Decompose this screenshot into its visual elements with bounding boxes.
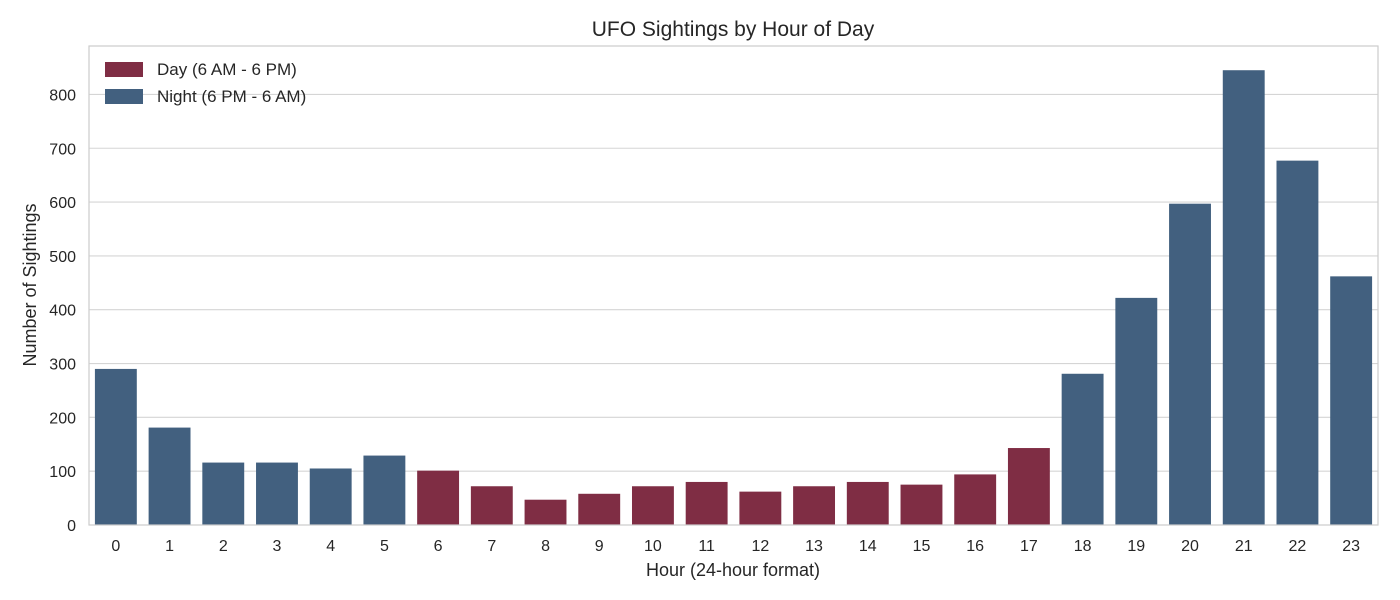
y-tick-label: 500	[49, 249, 76, 266]
x-tick-label: 17	[1020, 538, 1038, 555]
x-tick-label: 23	[1342, 538, 1360, 555]
x-tick-label: 10	[644, 538, 662, 555]
bar-hour-1	[148, 427, 191, 525]
bar-hour-8	[524, 499, 567, 525]
x-tick-label: 2	[219, 538, 228, 555]
x-tick-label: 1	[165, 538, 174, 555]
bar-hour-11	[685, 481, 728, 525]
x-tick-label: 5	[380, 538, 389, 555]
x-tick-label: 3	[273, 538, 282, 555]
x-tick-label: 16	[966, 538, 984, 555]
bar-hour-15	[900, 484, 943, 525]
bar-hour-21	[1222, 70, 1265, 525]
bar-hour-5	[363, 455, 406, 525]
x-tick-label: 9	[595, 538, 604, 555]
bar-hour-7	[470, 486, 513, 525]
y-tick-label: 800	[49, 87, 76, 104]
x-tick-label: 0	[111, 538, 120, 555]
x-tick-label: 8	[541, 538, 550, 555]
y-tick-label: 300	[49, 357, 76, 374]
bar-hour-23	[1330, 276, 1373, 525]
bar-hour-3	[256, 462, 298, 525]
x-tick-label: 14	[859, 538, 877, 555]
y-tick-label: 200	[49, 410, 76, 427]
y-tick-label: 100	[49, 464, 76, 481]
bar-hour-14	[846, 481, 889, 525]
y-tick-label: 0	[67, 518, 76, 535]
x-axis-label: Hour (24-hour format)	[646, 560, 820, 580]
x-axis-ticks: 0 1 2 3 4 5 6 7 8 9 10 11 12 13 14 15 16 17 18 19 20 21 22 23	[111, 538, 1360, 555]
y-axis-label: Number of Sightings	[20, 203, 40, 366]
x-tick-label: 21	[1235, 538, 1253, 555]
x-tick-label: 12	[751, 538, 769, 555]
bar-hour-20	[1169, 203, 1211, 526]
bar-hour-18	[1061, 373, 1104, 525]
x-tick-label: 22	[1289, 538, 1307, 555]
bar-hour-12	[739, 491, 782, 525]
gridlines	[89, 93, 1378, 526]
bars	[94, 70, 1373, 526]
bar-hour-22	[1276, 160, 1319, 525]
bar-hour-10	[631, 486, 674, 525]
x-tick-label: 19	[1127, 538, 1145, 555]
x-tick-label: 20	[1181, 538, 1199, 555]
x-tick-label: 4	[326, 538, 335, 555]
x-tick-label: 18	[1074, 538, 1092, 555]
y-tick-label: 700	[49, 141, 76, 158]
y-tick-label: 400	[49, 303, 76, 320]
bar-hour-17	[1007, 448, 1050, 525]
bar-hour-6	[417, 470, 460, 525]
chart-title: UFO Sightings by Hour of Day	[592, 18, 875, 41]
x-tick-label: 13	[805, 538, 823, 555]
x-tick-label: 6	[434, 538, 443, 555]
x-tick-label: 7	[487, 538, 496, 555]
legend-label-night: Night (6 PM - 6 AM)	[157, 87, 306, 106]
legend-swatch-day	[105, 62, 143, 77]
bar-hour-13	[793, 486, 836, 525]
bar-hour-2	[202, 462, 245, 525]
y-axis-ticks: 0 100 200 300 400 500 600 700 800	[49, 87, 76, 535]
legend: Day (6 AM - 6 PM) Night (6 PM - 6 AM)	[105, 60, 306, 106]
plot-frame	[88, 45, 1379, 526]
bar-hour-4	[309, 468, 352, 525]
bar-hour-16	[954, 474, 997, 525]
bar-hour-19	[1115, 297, 1158, 525]
bar-hour-0	[94, 368, 137, 525]
legend-swatch-night	[105, 89, 143, 104]
x-tick-label: 15	[913, 538, 931, 555]
x-tick-label: 11	[698, 538, 715, 555]
bar-hour-9	[578, 493, 621, 525]
legend-label-day: Day (6 AM - 6 PM)	[157, 60, 297, 79]
y-tick-label: 600	[49, 195, 76, 212]
